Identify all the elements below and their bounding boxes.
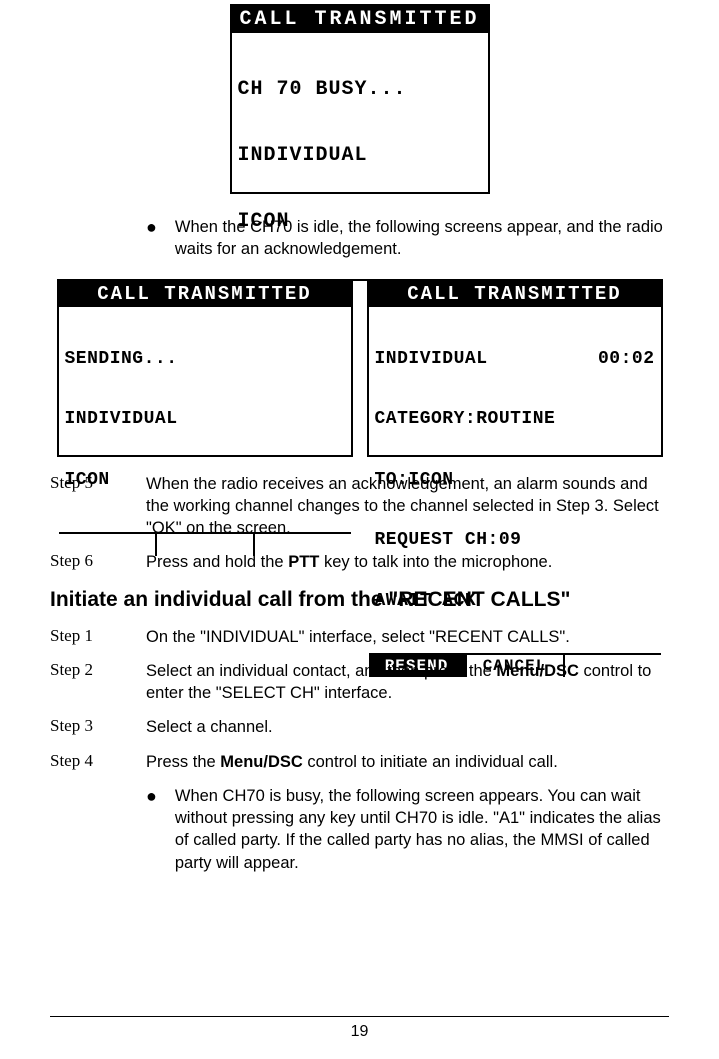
page-number: 19 — [0, 1023, 719, 1041]
step-label: Step 5 — [50, 473, 146, 540]
bullet-text: When the CH70 is idle, the following scr… — [175, 216, 669, 261]
lcd-text-right: 00:02 — [598, 349, 655, 369]
lcd-text-left: INDIVIDUAL — [375, 349, 488, 369]
step-label: Step 2 — [50, 660, 146, 705]
bullet-item: ● When the CH70 is idle, the following s… — [146, 216, 669, 261]
text-segment: control to initiate an individual call. — [303, 753, 558, 771]
lcd-line: INDIVIDUAL — [238, 145, 482, 167]
step-label: Step 4 — [50, 751, 146, 773]
bullet-item: ● When CH70 is busy, the following scree… — [146, 785, 669, 874]
bold-text: Menu/DSC — [220, 753, 303, 771]
text-segment: key to talk into the microphone. — [319, 553, 552, 571]
bullet-icon: ● — [146, 785, 157, 808]
step-label: Step 3 — [50, 716, 146, 738]
recent-step-2: Step 2 Select an individual contact, and… — [50, 660, 669, 705]
lcd-line: SENDING... — [65, 349, 345, 369]
top-lcd-container: CALL TRANSMITTED CH 70 BUSY... INDIVIDUA… — [50, 4, 669, 194]
step-text: Press and hold the PTT key to talk into … — [146, 551, 552, 573]
page-footer: 19 — [0, 1016, 719, 1041]
lcd-pair-container: CALL TRANSMITTED SENDING... INDIVIDUAL I… — [50, 279, 669, 457]
step-label: Step 1 — [50, 626, 146, 648]
text-segment: Select an individual contact, and then p… — [146, 662, 496, 680]
bullet-icon: ● — [146, 216, 157, 239]
lcd-line: CATEGORY:ROUTINE — [375, 409, 655, 429]
lcd-line: INDIVIDUAL — [65, 409, 345, 429]
step-text: On the "INDIVIDUAL" interface, select "R… — [146, 626, 570, 648]
step-5: Step 5 When the radio receives an acknow… — [50, 473, 669, 540]
lcd-banner: CALL TRANSMITTED — [59, 281, 351, 307]
text-segment: Press and hold the — [146, 553, 288, 571]
bold-text: Menu/DSC — [496, 662, 579, 680]
lcd-line: INDIVIDUAL 00:02 — [375, 349, 655, 369]
lcd-banner: CALL TRANSMITTED — [369, 281, 661, 307]
step-label: Step 6 — [50, 551, 146, 573]
text-segment: Press the — [146, 753, 220, 771]
lcd-screen-sending: CALL TRANSMITTED SENDING... INDIVIDUAL I… — [57, 279, 353, 457]
step-text: Select a channel. — [146, 716, 273, 738]
recent-step-4: Step 4 Press the Menu/DSC control to ini… — [50, 751, 669, 773]
lcd-banner: CALL TRANSMITTED — [232, 6, 488, 33]
footer-divider — [50, 1016, 669, 1017]
lcd-line: CH 70 BUSY... — [238, 79, 482, 101]
bullet-text: When CH70 is busy, the following screen … — [175, 785, 669, 874]
bold-text: PTT — [288, 553, 319, 571]
step-text: When the radio receives an acknowledgeme… — [146, 473, 669, 540]
step-text: Press the Menu/DSC control to initiate a… — [146, 751, 558, 773]
lcd-screen-await-ack: CALL TRANSMITTED INDIVIDUAL 00:02 CATEGO… — [367, 279, 663, 457]
recent-step-3: Step 3 Select a channel. — [50, 716, 669, 738]
step-text: Select an individual contact, and then p… — [146, 660, 669, 705]
lcd-screen-busy: CALL TRANSMITTED CH 70 BUSY... INDIVIDUA… — [230, 4, 490, 194]
